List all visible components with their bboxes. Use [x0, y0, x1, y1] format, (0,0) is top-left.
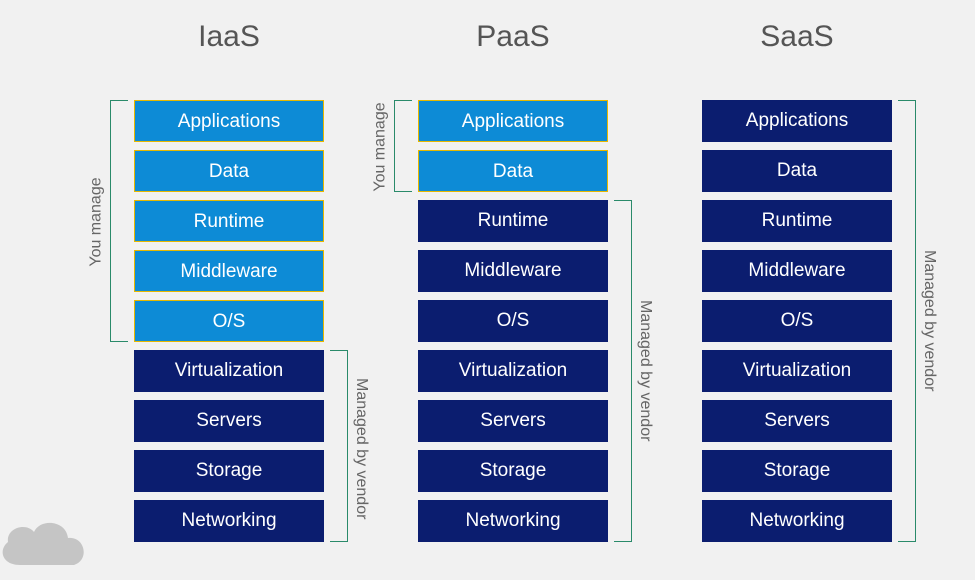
column-iaas: IaaS	[134, 20, 324, 72]
layer-paas-middleware: Middleware	[418, 250, 608, 292]
bracket-label-saas-vendor: Managed by vendor	[920, 250, 938, 391]
layer-paas-storage: Storage	[418, 450, 608, 492]
layer-saas-runtime: Runtime	[702, 200, 892, 242]
column-saas: SaaS	[702, 20, 892, 72]
layer-paas-networking: Networking	[418, 500, 608, 542]
column-title-saas: SaaS	[702, 20, 892, 54]
column-paas: PaaS	[418, 20, 608, 72]
stack-paas: Applications Data Runtime Middleware O/S…	[418, 100, 608, 542]
layer-saas-storage: Storage	[702, 450, 892, 492]
layer-saas-os: O/S	[702, 300, 892, 342]
layer-iaas-middleware: Middleware	[134, 250, 324, 292]
layer-saas-applications: Applications	[702, 100, 892, 142]
cloud-icon	[0, 510, 100, 580]
stack-iaas: Applications Data Runtime Middleware O/S…	[134, 100, 324, 542]
layer-iaas-runtime: Runtime	[134, 200, 324, 242]
bracket-iaas-you	[110, 100, 128, 342]
column-title-paas: PaaS	[418, 20, 608, 54]
layer-paas-os: O/S	[418, 300, 608, 342]
bracket-label-iaas-vendor: Managed by vendor	[352, 378, 370, 519]
layer-saas-servers: Servers	[702, 400, 892, 442]
bracket-label-iaas-you: You manage	[88, 177, 106, 266]
layer-iaas-applications: Applications	[134, 100, 324, 142]
layer-paas-servers: Servers	[418, 400, 608, 442]
layer-paas-data: Data	[418, 150, 608, 192]
layer-paas-applications: Applications	[418, 100, 608, 142]
stack-saas: Applications Data Runtime Middleware O/S…	[702, 100, 892, 542]
column-title-iaas: IaaS	[134, 20, 324, 54]
layer-iaas-data: Data	[134, 150, 324, 192]
bracket-paas-you	[394, 100, 412, 192]
bracket-iaas-vendor	[330, 350, 348, 542]
bracket-label-paas-you: You manage	[372, 102, 390, 191]
layer-saas-virtualization: Virtualization	[702, 350, 892, 392]
layer-saas-middleware: Middleware	[702, 250, 892, 292]
layer-iaas-virtualization: Virtualization	[134, 350, 324, 392]
layer-paas-virtualization: Virtualization	[418, 350, 608, 392]
layer-iaas-os: O/S	[134, 300, 324, 342]
layer-iaas-servers: Servers	[134, 400, 324, 442]
layer-saas-networking: Networking	[702, 500, 892, 542]
layer-iaas-networking: Networking	[134, 500, 324, 542]
diagram-container: IaaS Applications Data Runtime Middlewar…	[0, 0, 975, 575]
bracket-saas-vendor	[898, 100, 916, 542]
bracket-label-paas-vendor: Managed by vendor	[636, 300, 654, 441]
layer-saas-data: Data	[702, 150, 892, 192]
bracket-paas-vendor	[614, 200, 632, 542]
layer-paas-runtime: Runtime	[418, 200, 608, 242]
layer-iaas-storage: Storage	[134, 450, 324, 492]
